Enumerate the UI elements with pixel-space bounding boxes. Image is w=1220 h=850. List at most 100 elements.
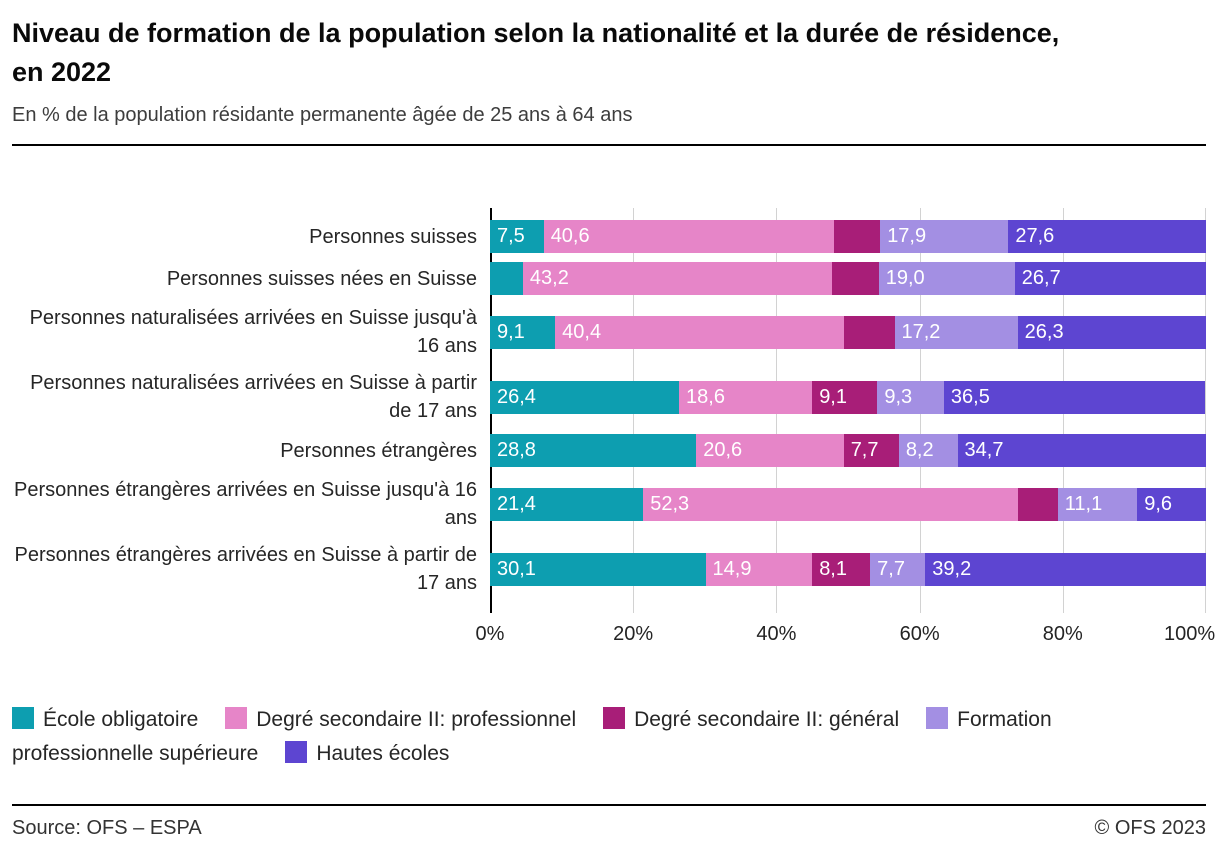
bar-track: 43,2 19,0 26,7 xyxy=(490,262,1206,295)
x-tick-label: 0% xyxy=(475,623,505,645)
bar-row: Personnes étrangères arrivées en Suisse … xyxy=(12,541,1206,597)
bar-segment: 40,4 xyxy=(555,315,845,349)
value-label: 34,7 xyxy=(964,439,1004,461)
bar-segment: 27,6 xyxy=(1008,220,1206,253)
x-tick-label: 20% xyxy=(613,623,654,645)
bar-segment: 20,6 xyxy=(696,434,844,467)
legend-label: Hautes écoles xyxy=(316,742,450,765)
value-label: 36,5 xyxy=(950,385,990,408)
bar-segment xyxy=(832,262,879,295)
bar-segment: 18,6 xyxy=(679,380,813,414)
bar-segment: 40,6 xyxy=(543,220,835,253)
stacked-bar-chart: Personnes suisses 7,5 40,6 17,9 27,6 Personne… xyxy=(12,208,1215,653)
bar-row: Personnes suisses 7,5 40,6 17,9 27,6 xyxy=(12,220,1206,253)
value-label: 7,7 xyxy=(877,557,905,580)
bar-segment xyxy=(490,262,523,295)
category-label: Personnes étrangères xyxy=(280,439,477,462)
plot-area: Personnes suisses 7,5 40,6 17,9 27,6 Personne… xyxy=(12,208,1206,613)
legend-swatch xyxy=(926,707,949,729)
value-label: 27,6 xyxy=(1015,225,1055,247)
bar-segment: 26,7 xyxy=(1014,262,1206,295)
bar-track: 9,1 40,4 17,2 26,3 xyxy=(490,315,1206,349)
bar-segment: 8,1 xyxy=(812,552,871,586)
legend-swatch xyxy=(285,741,308,763)
category-label: Personnes naturalisées arrivées en Suiss… xyxy=(29,307,477,357)
value-label: 52,3 xyxy=(650,492,690,515)
category-label: Personnes suisses xyxy=(309,225,477,248)
bar-segment: 28,8 xyxy=(490,434,697,467)
value-label: 11,1 xyxy=(1064,492,1103,515)
bar-segment: 9,1 xyxy=(812,380,878,414)
x-tick-label: 80% xyxy=(1042,623,1083,645)
bar-segment: 17,9 xyxy=(880,220,1009,253)
x-tick-label: 60% xyxy=(899,623,940,645)
value-label: 8,2 xyxy=(905,439,934,461)
chart-subtitle: En % de la population résidante permanen… xyxy=(12,104,633,126)
bar-segment: 21,4 xyxy=(490,487,644,521)
value-label: 9,3 xyxy=(884,385,913,408)
value-label: 26,3 xyxy=(1024,320,1064,343)
value-label: 40,6 xyxy=(550,225,590,247)
bar-segment: 17,2 xyxy=(894,315,1018,349)
category-label: Personnes étrangères arrivées en Suisse … xyxy=(14,479,477,529)
bar-track: 26,4 18,6 9,1 9,3 36,5 xyxy=(490,380,1206,414)
bar-segment: 8,2 xyxy=(898,434,958,467)
bar-row: Personnes naturalisées arrivées en Suiss… xyxy=(12,369,1206,425)
value-label: 30,1 xyxy=(497,557,536,580)
bar-segment: 9,6 xyxy=(1137,487,1206,521)
legend-swatch xyxy=(603,707,626,729)
bar-segment: 26,3 xyxy=(1017,315,1206,349)
value-label: 7,5 xyxy=(497,225,525,247)
legend-swatch xyxy=(225,707,248,729)
value-label: 9,1 xyxy=(819,385,847,408)
bar-segment: 9,3 xyxy=(877,380,944,414)
bar-track: 28,8 20,6 7,7 8,2 34,7 xyxy=(490,434,1206,467)
bar-segment: 52,3 xyxy=(643,487,1018,521)
bar-segment xyxy=(1017,487,1058,521)
bar-segment: 43,2 xyxy=(522,262,833,295)
legend-item: Formation professionnelle supérieure xyxy=(12,707,1052,765)
value-label: 8,1 xyxy=(819,557,847,580)
source-text: Source: OFS – ESPA xyxy=(12,817,202,839)
value-label: 26,7 xyxy=(1021,267,1061,289)
value-label: 20,6 xyxy=(703,439,743,461)
x-tick-label: 40% xyxy=(756,623,797,645)
chart-title: Niveau de formation de la population sel… xyxy=(12,18,1060,87)
value-label: 17,9 xyxy=(887,225,927,247)
category-label: Personnes naturalisées arrivées en Suiss… xyxy=(30,372,477,422)
legend-item: École obligatoire xyxy=(12,707,198,731)
legend-label: Degré secondaire II: général xyxy=(634,708,900,731)
bar-row: Personnes naturalisées arrivées en Suiss… xyxy=(12,304,1206,360)
bar-segment xyxy=(834,220,881,253)
footer: Source: OFS – ESPA © OFS 2023 xyxy=(12,804,1206,850)
value-label: 43,2 xyxy=(529,267,569,289)
value-label: 7,7 xyxy=(850,439,879,461)
legend-label: Degré secondaire II: professionnel xyxy=(256,708,577,731)
value-label: 19,0 xyxy=(885,267,925,289)
bar-segment: 19,0 xyxy=(878,262,1015,295)
value-label: 17,2 xyxy=(901,320,941,343)
x-tick-label: 100% xyxy=(1164,623,1216,645)
category-label: Personnes suisses nées en Suisse xyxy=(166,267,477,290)
bar-segment: 11,1 xyxy=(1057,487,1138,521)
legend-label: Formation professionnelle supérieure xyxy=(12,708,1052,765)
bar-segment: 30,1 xyxy=(490,552,706,586)
value-label: 26,4 xyxy=(497,385,536,408)
bar-track: 21,4 52,3 11,1 9,6 xyxy=(490,487,1206,521)
gridline xyxy=(1205,208,1206,613)
bar-segment: 7,5 xyxy=(490,220,544,253)
legend: École obligatoire Degré secondaire II: pr… xyxy=(12,703,1172,771)
bar-segment xyxy=(844,315,895,349)
bar-segment: 7,7 xyxy=(843,434,899,467)
legend-item: Hautes écoles xyxy=(285,741,450,765)
copyright-text: © OFS 2023 xyxy=(1094,817,1206,839)
bar-rows: Personnes suisses 7,5 40,6 17,9 27,6 Personne… xyxy=(12,208,1206,613)
value-label: 39,2 xyxy=(932,557,972,580)
header-divider xyxy=(12,144,1206,146)
legend-swatch xyxy=(12,707,34,729)
category-label: Personnes étrangères arrivées en Suisse … xyxy=(14,544,477,594)
bar-segment: 39,2 xyxy=(925,552,1206,586)
value-label: 40,4 xyxy=(562,320,602,343)
legend-item: Degré secondaire II: général xyxy=(603,707,900,731)
